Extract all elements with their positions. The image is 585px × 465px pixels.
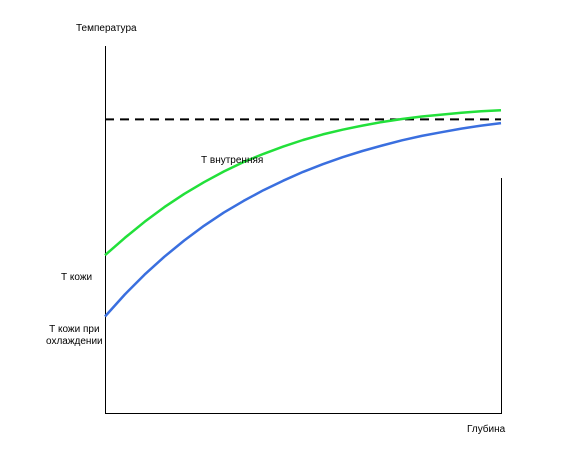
skin-temperature-label: Т кожи — [61, 272, 93, 283]
cooling-temperature-label-line-1: Т кожи при — [49, 324, 100, 335]
cooled-skin-temperature-curve — [104, 121, 502, 318]
series-group — [104, 108, 502, 318]
reference-line-label: Т внутренняя — [201, 155, 264, 166]
x-axis-title: Глубина — [467, 424, 506, 435]
y-axis-title: Температура — [76, 23, 137, 34]
cooling-temperature-label-line-2: охлаждении — [46, 336, 103, 347]
cooling-temperature-label: Т кожи при охлаждении — [46, 324, 103, 348]
skin-temperature-curve — [104, 108, 502, 257]
